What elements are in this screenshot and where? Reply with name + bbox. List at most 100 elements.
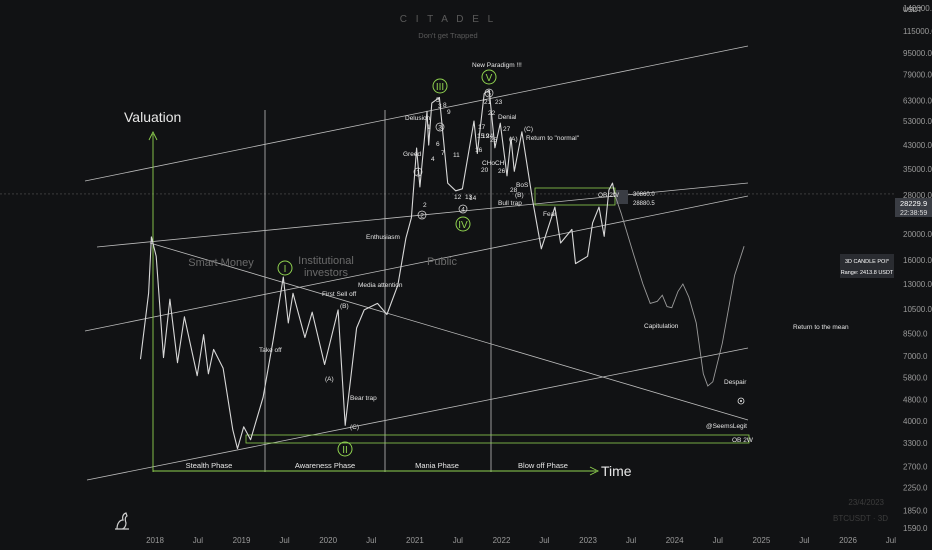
zone-institutional-1: Institutional xyxy=(298,255,354,267)
brand-tagline: Don't get Trapped xyxy=(418,31,477,40)
y-tick-label: 10500.0 xyxy=(903,305,932,314)
y-tick-label: 7000.0 xyxy=(903,352,928,361)
phase-label: Stealth Phase xyxy=(186,461,233,470)
wave-number: 16 xyxy=(475,147,483,154)
emotion-label: Return to the mean xyxy=(793,324,849,331)
y-tick-label: 43000.0 xyxy=(903,141,932,150)
wave-circle-2-ring xyxy=(417,210,427,220)
projection-line xyxy=(614,193,745,387)
author-label: @SeemsLegit xyxy=(706,423,747,430)
ob-zone-low xyxy=(245,434,750,444)
y-tick-label: 2250.0 xyxy=(903,484,928,493)
wave-circle-1-ring xyxy=(413,167,423,177)
y-tick-label: 16000.0 xyxy=(903,256,932,265)
dragon-logo-icon xyxy=(115,512,129,530)
emotion-label: Greed xyxy=(403,151,421,158)
ob-label-high: OB 2W xyxy=(598,192,620,199)
watermark-date: 23/4/2023 xyxy=(848,498,884,507)
wave-number: 5 xyxy=(436,97,440,104)
emotion-label: New Paradigm !!! xyxy=(472,62,522,69)
wave-number: 7 xyxy=(441,150,445,157)
wave-number: 23 xyxy=(495,99,503,106)
poi-range: Range: 2413.8 USDT xyxy=(841,270,894,276)
x-tick-label: 2023 xyxy=(579,536,597,545)
wave-circle-4: 4 xyxy=(461,206,465,213)
x-tick-label: 2018 xyxy=(146,536,164,545)
emotion-label: Enthusiasm xyxy=(366,234,400,241)
x-tick-label: Jul xyxy=(279,536,289,545)
wave-number: 13 xyxy=(465,194,473,201)
wave-number: 4 xyxy=(431,156,435,163)
zone-institutional-2: investors xyxy=(304,267,349,279)
phase-label: Awareness Phase xyxy=(295,461,355,470)
y-tick-label: 4000.0 xyxy=(903,417,928,426)
brand-watermark: C I T A D E L xyxy=(400,14,496,25)
target-icon xyxy=(737,397,745,405)
y-tick-label: 3300.0 xyxy=(903,439,928,448)
axis-title-valuation: Valuation xyxy=(124,109,181,125)
wave-number: 2 xyxy=(423,202,427,209)
x-tick-label: 2019 xyxy=(233,536,251,545)
wave-number: 11 xyxy=(453,152,460,159)
emotion-label: CHoCH xyxy=(482,160,505,167)
x-tick-label: 2021 xyxy=(406,536,424,545)
y-tick-label: 79000.0 xyxy=(903,70,932,79)
y-tick-label: 95000.0 xyxy=(903,49,932,58)
y-tick-label: 13000.0 xyxy=(903,280,932,289)
trend-line xyxy=(96,182,749,248)
emotion-label: Fear xyxy=(543,211,557,218)
y-tick-label: 115000.0 xyxy=(903,27,932,36)
wave-number: 20 xyxy=(481,167,489,174)
watermark-symbol: BTCUSDT · 3D xyxy=(833,514,888,523)
candle-poi-box: 3D CANDLE POI* Range: 2413.8 USDT xyxy=(840,254,894,278)
zone-smart-money: Smart Money xyxy=(188,257,254,269)
price-layer xyxy=(139,89,745,450)
wave-circle-1: 1 xyxy=(416,169,420,176)
wave-number: 17 xyxy=(478,124,486,131)
wave-III-ring xyxy=(432,78,448,94)
emotion-label: Despair xyxy=(724,379,747,386)
x-tick-label: 2026 xyxy=(839,536,857,545)
wave-I-ring xyxy=(277,260,293,276)
current-price: 28229.9 xyxy=(900,199,927,208)
wave-IV-ring xyxy=(455,216,471,232)
wave-number: 3 xyxy=(438,103,442,110)
time-arrow-icon xyxy=(589,466,600,476)
wave-II: II xyxy=(342,445,348,456)
y-tick-label: 20000.0 xyxy=(903,230,932,239)
target-icon-dot xyxy=(740,400,742,402)
current-price-tag: 28229.9 22:38:59 xyxy=(895,198,932,217)
x-tick-label: 2022 xyxy=(493,536,511,545)
emotion-label: First Sell off xyxy=(322,291,356,298)
wave-number: 12 xyxy=(454,194,462,201)
wave-II-ring xyxy=(337,441,353,457)
price-tag-lower: 28880.5 xyxy=(633,201,655,207)
trend-line xyxy=(84,195,749,332)
emotion-label: Capitulation xyxy=(644,323,679,330)
emotion-label: Return to "normal" xyxy=(526,135,580,142)
wave-number: 22 xyxy=(488,110,496,117)
wave-letter-b2: (B) xyxy=(515,192,524,199)
wave-letter-a1: (A) xyxy=(325,376,334,383)
x-tick-label: 2020 xyxy=(319,536,337,545)
trend-line xyxy=(86,347,749,481)
wave-number: 15 xyxy=(477,133,485,140)
y-tick-label: 2700.0 xyxy=(903,463,928,472)
phase-label: Mania Phase xyxy=(415,461,459,470)
zone-public: Public xyxy=(427,256,457,268)
wave-number: 25 xyxy=(490,137,498,144)
wave-number: 28 xyxy=(510,187,518,194)
wave-IV: IV xyxy=(458,220,468,231)
y-tick-label: 4800.0 xyxy=(903,396,928,405)
wave-V: V xyxy=(486,73,493,84)
x-tick-label: Jul xyxy=(453,536,463,545)
emotion-label: BoS xyxy=(516,182,529,189)
wave-circle-5: 5 xyxy=(487,90,491,97)
wave-V-ring xyxy=(481,69,497,85)
y-tick-label: 140000.0 xyxy=(903,4,932,13)
y-tick-label: 28000.0 xyxy=(903,191,932,200)
emotion-label: Media attention xyxy=(358,282,403,289)
wave-number: 6 xyxy=(436,141,440,148)
